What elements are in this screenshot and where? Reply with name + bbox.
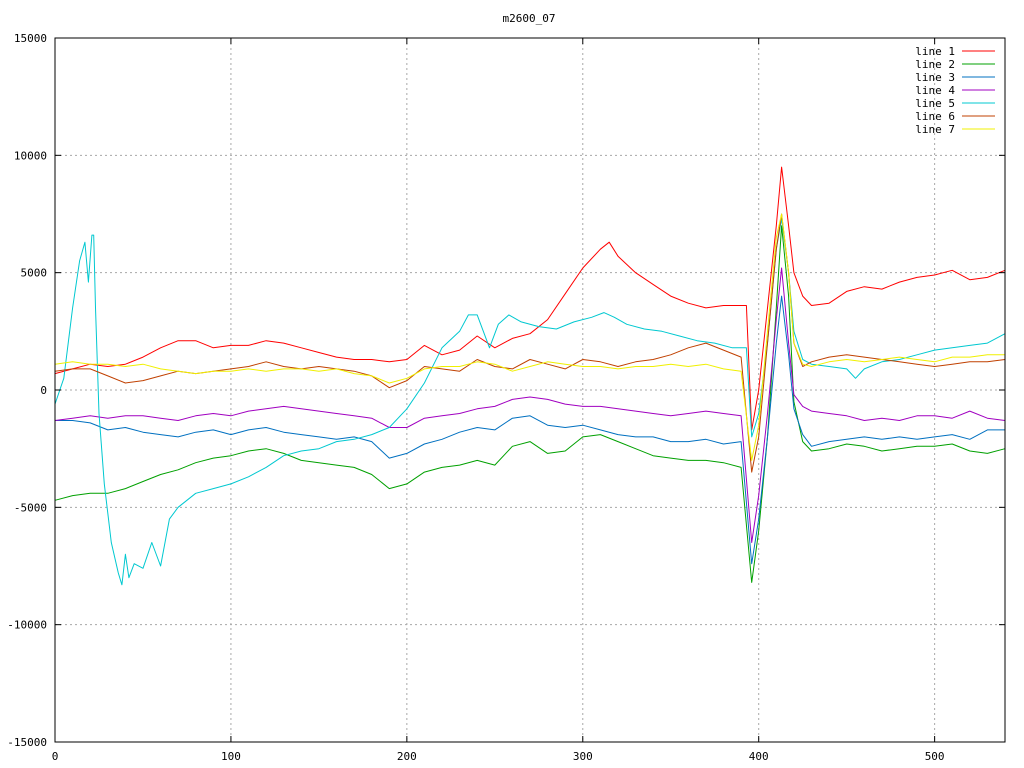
legend-label: line 3 <box>915 71 955 84</box>
axis-ticks: -15000 -10000 -5000 0 5000 10000 15000 0 100 200 3… <box>7 32 1005 763</box>
x-tick-label: 300 <box>573 750 593 763</box>
series-lines <box>54 166 1006 586</box>
legend-label: line 5 <box>915 97 955 110</box>
series-line-2 <box>54 225 1006 583</box>
y-tick-label: -5000 <box>14 501 47 514</box>
legend-label: line 6 <box>915 110 955 123</box>
series-line-4 <box>54 267 1006 543</box>
chart-title: m2600_07 <box>503 12 556 25</box>
y-tick-label: -10000 <box>7 619 47 632</box>
legend-label: line 2 <box>915 58 955 71</box>
series-line-1 <box>54 166 1006 431</box>
x-tick-label: 100 <box>221 750 241 763</box>
x-tick-label: 200 <box>397 750 417 763</box>
legend-label: line 4 <box>915 84 955 97</box>
x-tick-label: 400 <box>749 750 769 763</box>
y-tick-label: 10000 <box>14 149 47 162</box>
series-line-3 <box>55 295 1005 565</box>
y-tick-label: 0 <box>40 384 47 397</box>
x-tick-label: 500 <box>925 750 945 763</box>
series-line-6 <box>54 213 1006 473</box>
legend-label: line 1 <box>915 45 955 58</box>
series-line-5 <box>54 218 1006 586</box>
y-tick-label: 5000 <box>21 267 48 280</box>
y-tick-label: -15000 <box>7 736 47 749</box>
legend-label: line 7 <box>915 123 955 136</box>
y-tick-label: 15000 <box>14 32 47 45</box>
series-line-7 <box>54 213 1005 461</box>
x-tick-label: 0 <box>52 750 59 763</box>
